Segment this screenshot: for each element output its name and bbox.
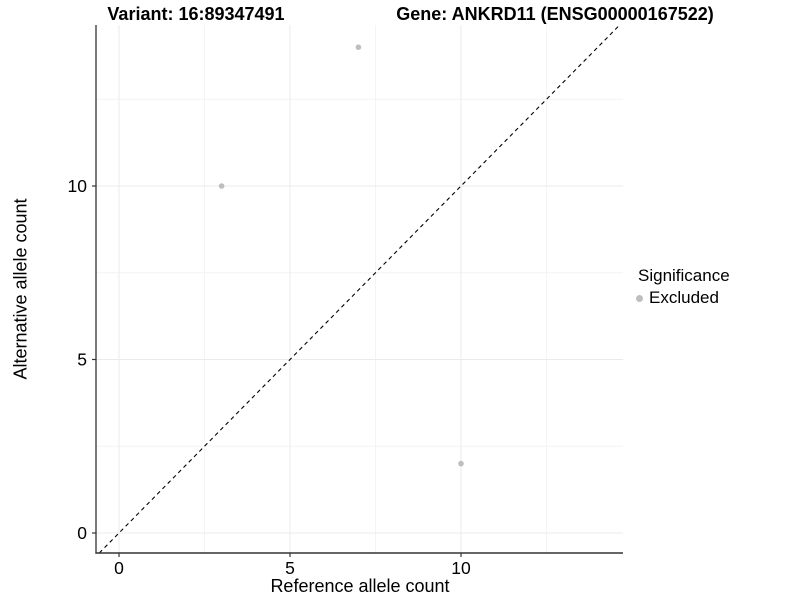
x-tick-label: 10	[451, 558, 471, 578]
x-tick-label: 0	[114, 558, 124, 578]
data-point	[218, 183, 225, 189]
plot-title-gene: Gene: ANKRD11 (ENSG00000167522)	[396, 4, 714, 24]
data-point	[458, 460, 464, 467]
data-point	[355, 44, 362, 50]
plot-title-variant: Variant: 16:89347491	[107, 4, 285, 24]
legend-title: Significance	[638, 266, 730, 285]
y-tick-label: 10	[68, 176, 88, 196]
legend-item-label: Excluded	[649, 287, 719, 307]
y-tick-label: 0	[77, 523, 87, 543]
legend-item-excluded: Excluded	[636, 287, 730, 308]
x-tick-label: 5	[285, 558, 295, 578]
identity-reference-line	[98, 24, 621, 554]
legend-point-icon	[636, 294, 643, 302]
y-axis-label: Alternative allele count	[10, 198, 31, 380]
legend: Significance Excluded	[636, 266, 730, 308]
x-axis-label: Reference allele count	[270, 576, 450, 596]
y-tick-label: 5	[77, 350, 87, 370]
